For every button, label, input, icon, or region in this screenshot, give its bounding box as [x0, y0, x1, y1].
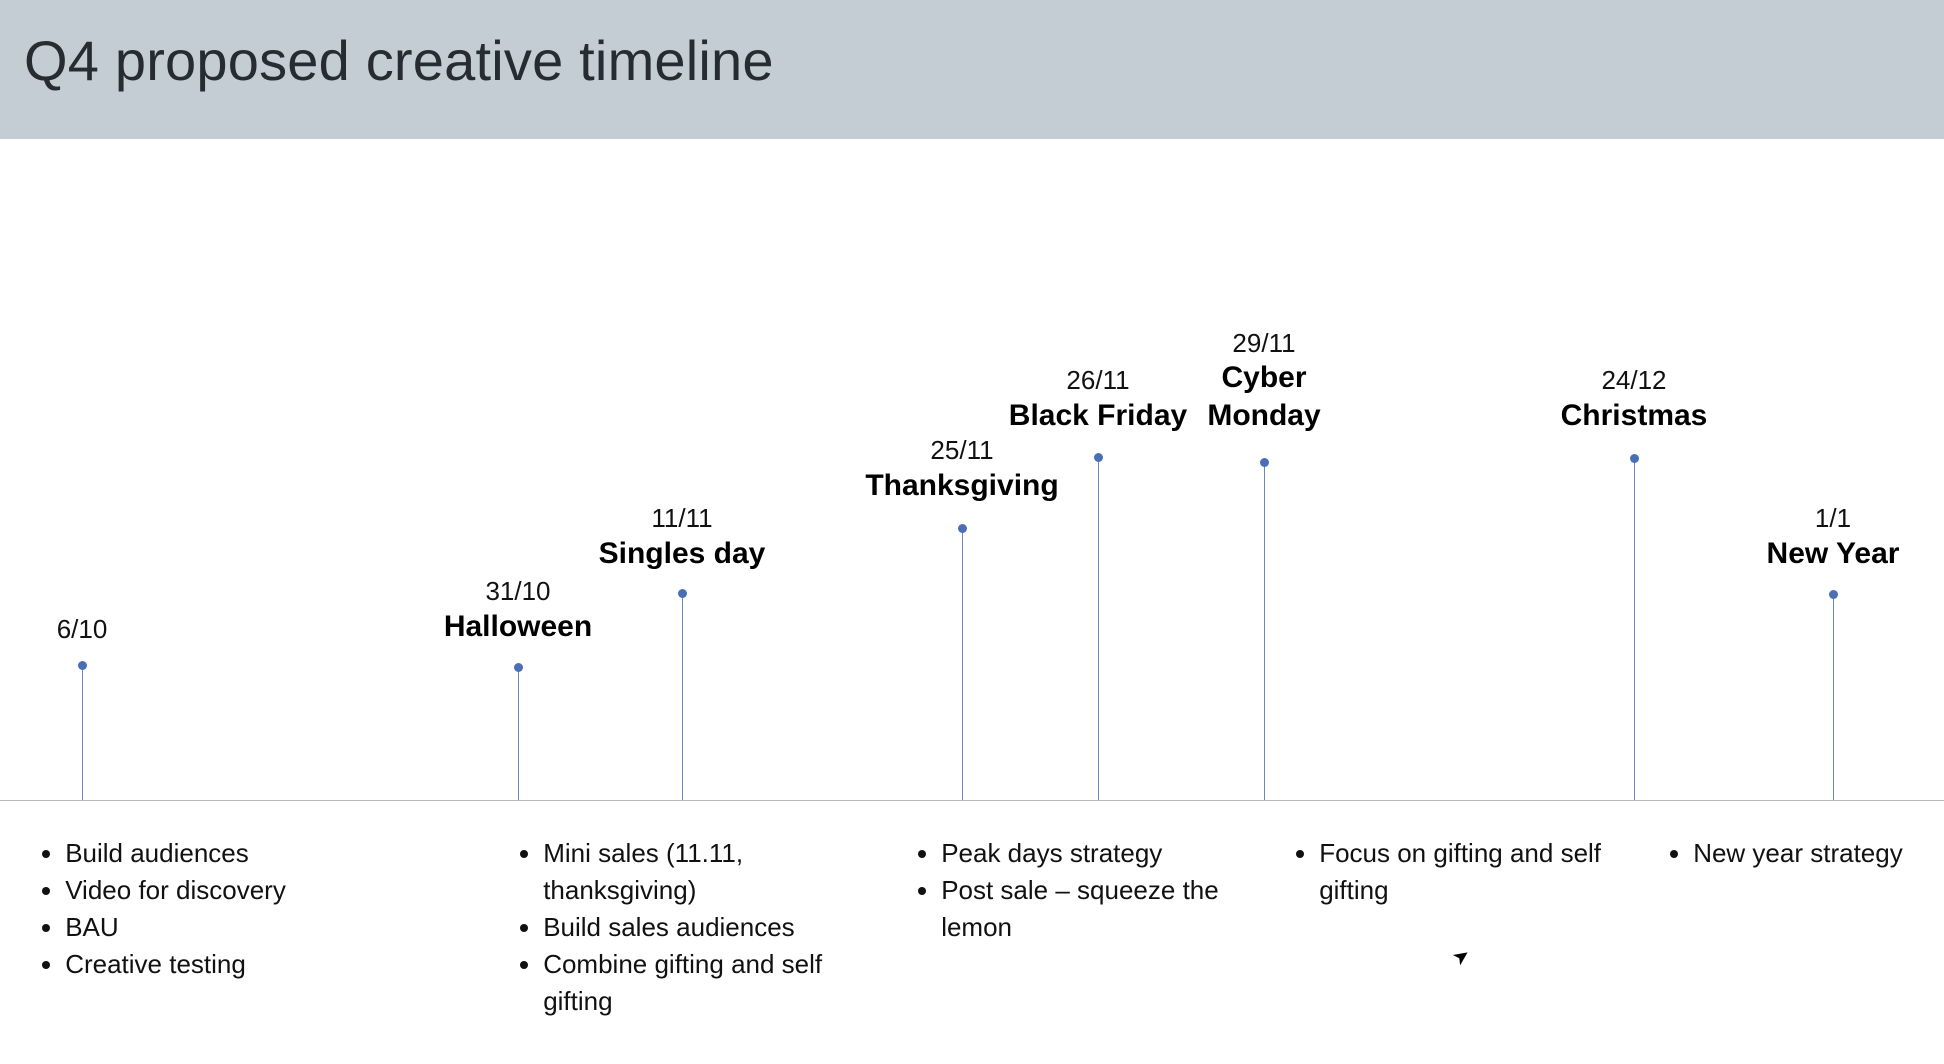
notes-col4: Focus on gifting and self gifting	[1300, 835, 1610, 909]
event-label: 1/1New Year	[1767, 502, 1900, 572]
timeline-baseline	[0, 800, 1944, 801]
event-label: 6/10	[57, 613, 108, 646]
event-stem	[1264, 462, 1265, 800]
event-date: 1/1	[1767, 502, 1900, 535]
event-name: New Year	[1767, 535, 1900, 573]
event-label: 25/11Thanksgiving	[865, 434, 1058, 504]
event-stem	[1098, 457, 1099, 800]
event-dot-icon	[1260, 458, 1269, 467]
notes-col3: Peak days strategyPost sale – squeeze th…	[922, 835, 1262, 946]
notes-list: Focus on gifting and self gifting	[1300, 835, 1610, 909]
notes-col2: Mini sales (11.11, thanksgiving)Build sa…	[524, 835, 884, 1020]
event-date: 25/11	[865, 434, 1058, 467]
note-item: Build sales audiences	[543, 909, 884, 946]
event-stem	[1634, 458, 1635, 800]
event-stem	[1833, 594, 1834, 800]
event-date: 11/11	[599, 502, 766, 535]
event-name: Thanksgiving	[865, 467, 1058, 505]
event-stem	[518, 667, 519, 800]
event-dot-icon	[678, 589, 687, 598]
slide-page: Q4 proposed creative timeline 6/10 31/10H…	[0, 0, 1944, 1064]
event-date: 29/11	[1207, 327, 1320, 360]
event-date: 26/11	[1009, 364, 1187, 397]
slide-header: Q4 proposed creative timeline	[0, 0, 1944, 139]
event-dot-icon	[78, 661, 87, 670]
event-stem	[962, 528, 963, 800]
event-dot-icon	[1829, 590, 1838, 599]
note-item: Video for discovery	[65, 872, 466, 909]
note-item: New year strategy	[1693, 835, 1934, 872]
event-name: CyberMonday	[1207, 359, 1320, 434]
notes-col5: New year strategy	[1674, 835, 1934, 872]
timeline: 6/1031/10Halloween11/11Singles day25/11T…	[0, 190, 1944, 800]
note-item: Build audiences	[65, 835, 466, 872]
notes-list: New year strategy	[1674, 835, 1934, 872]
notes-list: Mini sales (11.11, thanksgiving)Build sa…	[524, 835, 884, 1020]
event-name: Singles day	[599, 535, 766, 573]
note-item: Mini sales (11.11, thanksgiving)	[543, 835, 884, 909]
note-item: Post sale – squeeze the lemon	[941, 872, 1262, 946]
note-item: Focus on gifting and self gifting	[1319, 835, 1610, 909]
event-stem	[82, 665, 83, 800]
note-item: BAU	[65, 909, 466, 946]
notes-col1: Build audiencesVideo for discoveryBAUCre…	[46, 835, 466, 983]
event-label: 29/11CyberMonday	[1207, 327, 1320, 435]
event-label: 26/11Black Friday	[1009, 364, 1187, 434]
event-label: 11/11Singles day	[599, 502, 766, 572]
event-dot-icon	[958, 524, 967, 533]
event-stem	[682, 593, 683, 800]
event-label: 31/10Halloween	[444, 575, 592, 645]
event-name: Black Friday	[1009, 397, 1187, 435]
event-date: 24/12	[1561, 364, 1708, 397]
notes-list: Peak days strategyPost sale – squeeze th…	[922, 835, 1262, 946]
slide-title: Q4 proposed creative timeline	[24, 28, 1920, 93]
notes-list: Build audiencesVideo for discoveryBAUCre…	[46, 835, 466, 983]
event-date: 6/10	[57, 613, 108, 646]
note-item: Peak days strategy	[941, 835, 1262, 872]
event-name: Christmas	[1561, 397, 1708, 435]
note-item: Combine gifting and self gifting	[543, 946, 884, 1020]
event-name: Halloween	[444, 608, 592, 646]
event-label: 24/12Christmas	[1561, 364, 1708, 434]
event-dot-icon	[1630, 454, 1639, 463]
mouse-cursor-icon: ➤	[1447, 941, 1475, 971]
event-dot-icon	[514, 663, 523, 672]
event-date: 31/10	[444, 575, 592, 608]
note-item: Creative testing	[65, 946, 466, 983]
event-dot-icon	[1094, 453, 1103, 462]
